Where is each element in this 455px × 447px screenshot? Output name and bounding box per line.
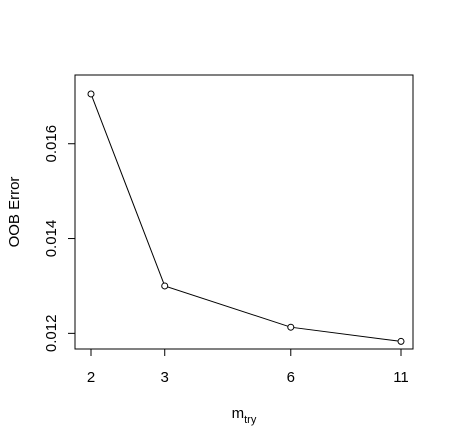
x-tick-label: 3 [161, 369, 169, 386]
x-tick-label: 2 [87, 369, 95, 386]
data-point [161, 282, 169, 290]
series-line [90, 93, 402, 342]
x-axis-title-sub: try [244, 414, 257, 426]
x-axis-title-main: m [232, 405, 245, 422]
x-axis-title: mtry [232, 405, 257, 426]
x-tick-label: 6 [287, 369, 295, 386]
data-points [87, 90, 405, 345]
y-tick-label: 0.016 [43, 125, 60, 163]
x-tick-label: 11 [393, 369, 409, 386]
plot-frame [74, 74, 414, 350]
data-point [287, 323, 295, 331]
tick-labels: 2 3 6 11 0.012 0.014 0.016 [43, 125, 409, 386]
data-point [397, 337, 405, 345]
axis-ticks [68, 143, 402, 356]
y-tick-label: 0.014 [43, 220, 60, 258]
data-point [87, 90, 95, 98]
y-axis-title: OOB Error [6, 177, 23, 248]
y-tick-label: 0.012 [43, 315, 60, 353]
